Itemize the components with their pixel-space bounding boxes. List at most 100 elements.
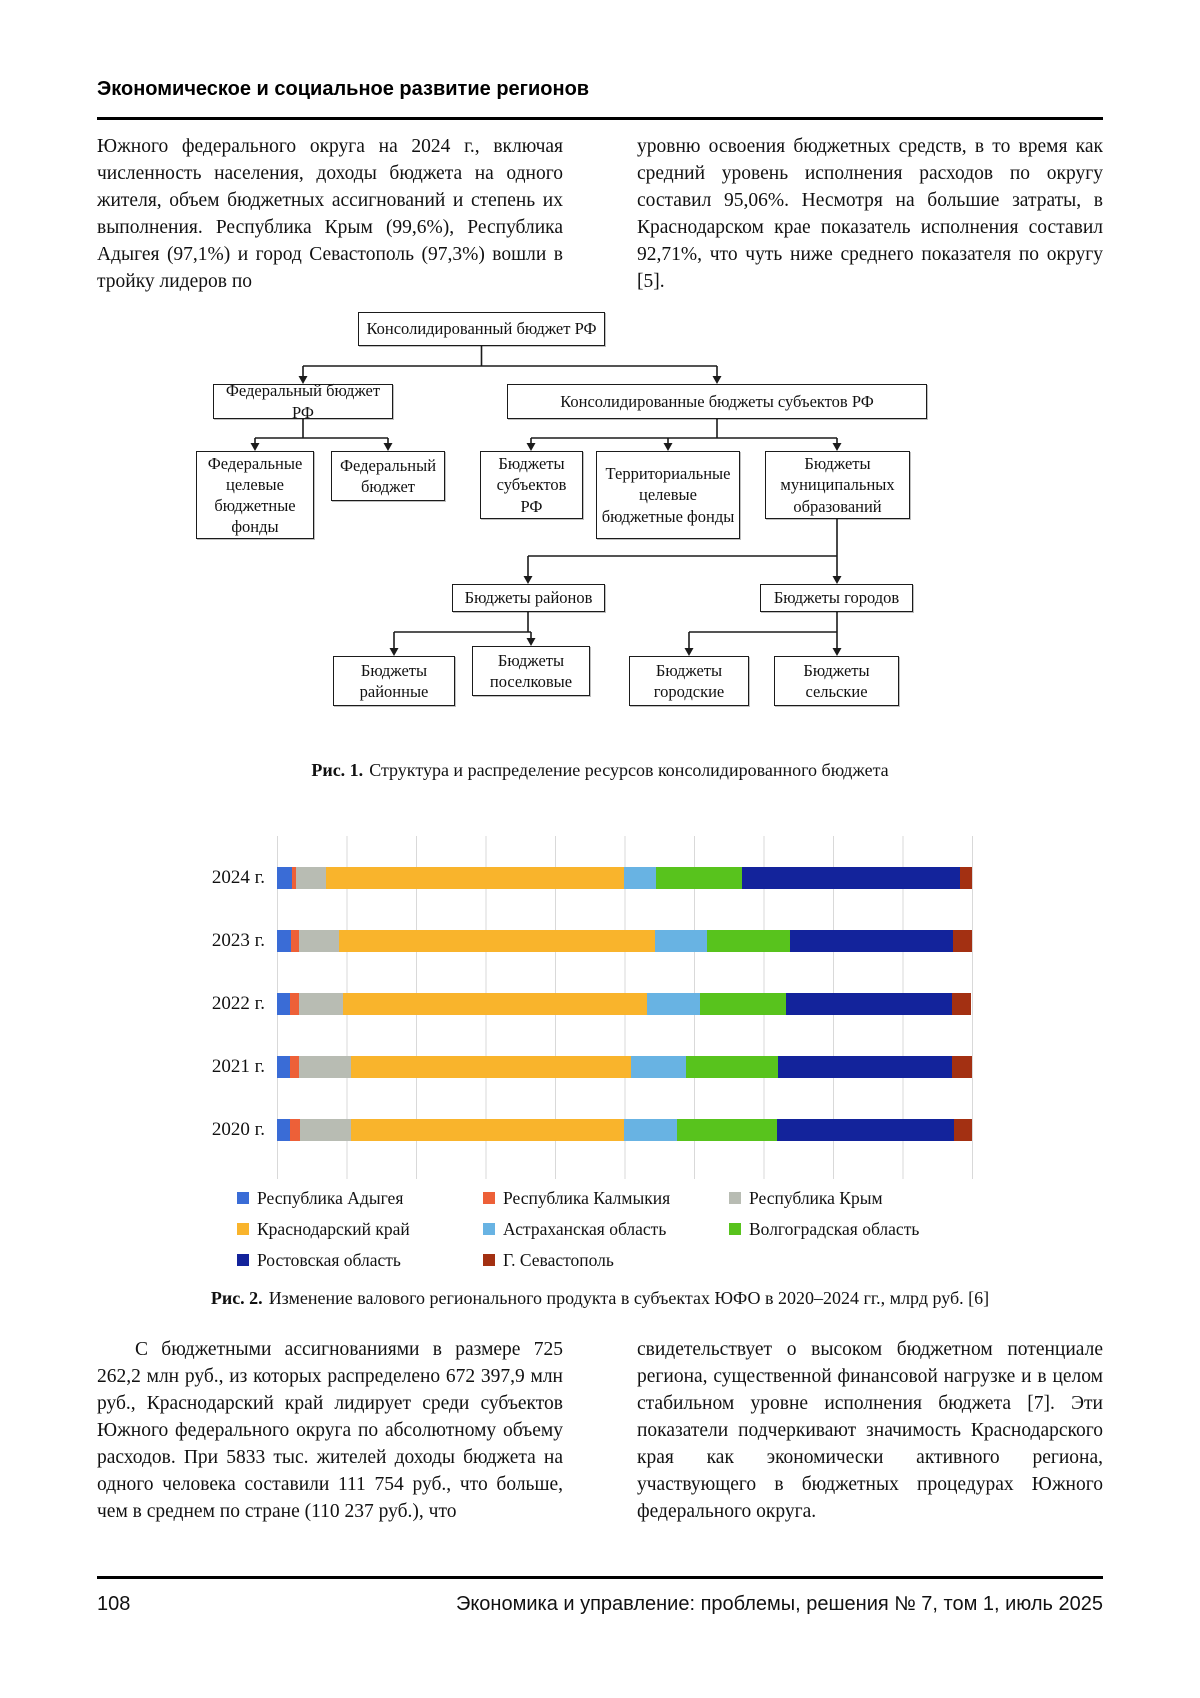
bar-segment	[952, 1055, 972, 1078]
bar-segment	[277, 929, 291, 952]
bar-segment	[953, 1118, 972, 1141]
bar-segment	[655, 866, 742, 889]
flowchart-node-budgets-subjects-rf: Бюджеты субъектов РФ	[480, 451, 583, 519]
chart-plot	[277, 836, 973, 1179]
bar-segment	[343, 992, 647, 1015]
flowchart-node-federal-budget-rf: Федеральный бюджет РФ	[213, 381, 393, 422]
chart-y-axis: 2024 г. 2023 г. 2022 г. 2021 г. 2020 г.	[197, 836, 277, 1179]
flowchart-node-urban-budgets: Бюджеты городские	[629, 656, 749, 706]
figure2-caption: Рис. 2. Изменение валового регионального …	[97, 1286, 1103, 1310]
flowchart-node-raion-budgets: Бюджеты районные	[333, 656, 455, 706]
legend-item: Республика Крым	[729, 1186, 975, 1210]
bar-segment	[741, 866, 961, 889]
legend-item: Астраханская область	[483, 1217, 729, 1241]
flowchart-connectors	[250, 346, 842, 656]
section-title: Экономическое и социальное развитие реги…	[97, 78, 590, 100]
year-label: 2023 г.	[211, 929, 265, 951]
figure2-chart: 2024 г. 2023 г. 2022 г. 2021 г. 2020 г.	[197, 836, 973, 1179]
chart-row	[277, 1098, 972, 1161]
bar-segment	[292, 866, 296, 889]
intro-left-column: Южного федерального округа на 2024 г., в…	[97, 136, 563, 292]
intro-text: Южного федерального округа на 2024 г., в…	[97, 133, 1103, 295]
year-label: 2021 г.	[211, 1055, 265, 1077]
year-label: 2020 г.	[211, 1118, 265, 1140]
bar-track	[277, 992, 972, 1015]
flowchart-node-consolidated-budget-rf: Консолидированный бюджет РФ	[358, 312, 605, 346]
bar-segment	[655, 929, 708, 952]
bar-segment	[299, 1055, 352, 1078]
flowchart-node-federal-budget: Федеральный бюджет	[331, 451, 445, 501]
bar-segment	[295, 866, 326, 889]
legend-label: Г. Севастополь	[503, 1249, 614, 1270]
bar-segment	[290, 929, 299, 952]
bar-segment	[686, 1055, 779, 1078]
bar-track	[277, 929, 972, 952]
legend-item: Г. Севастополь	[483, 1248, 729, 1272]
body-text: С бюджетными ассигнованиями в размере 72…	[97, 1336, 1103, 1525]
legend-label: Астраханская область	[503, 1218, 667, 1239]
bar-segment	[789, 929, 954, 952]
legend-swatch	[237, 1254, 249, 1266]
legend-swatch	[729, 1223, 741, 1235]
flowchart-node-federal-target-funds: Федеральные целевые бюджетные фонды	[196, 451, 314, 539]
bar-segment	[277, 992, 291, 1015]
legend-item: Краснодарский край	[237, 1217, 483, 1241]
legend-label: Ростовская область	[257, 1249, 401, 1270]
intro-right-column: уровню освоения бюджетных средств, в то …	[637, 136, 1103, 292]
bar-segment	[325, 866, 624, 889]
bar-segment	[298, 992, 343, 1015]
chart-row	[277, 846, 972, 909]
legend-swatch	[483, 1223, 495, 1235]
flowchart-node-rural-budgets: Бюджеты сельские	[774, 656, 899, 706]
figure1-flowchart: Консолидированный бюджет РФ Федеральный …	[97, 300, 1103, 712]
figure1-caption-label: Рис. 1.	[311, 760, 364, 780]
legend-swatch	[483, 1192, 495, 1204]
bar-segment	[646, 992, 701, 1015]
bar-segment	[953, 929, 972, 952]
flowchart-node-municipal-budgets: Бюджеты муниципальных образований	[765, 451, 910, 519]
bar-segment	[785, 992, 952, 1015]
bar-segment	[777, 1118, 954, 1141]
chart-row	[277, 1035, 972, 1098]
year-label: 2024 г.	[211, 866, 265, 888]
page-number: 108	[97, 1593, 131, 1615]
flowchart-node-settlement-budgets: Бюджеты поселковые	[472, 646, 590, 696]
journal-title: Экономика и управление: проблемы, решени…	[455, 1593, 1103, 1615]
legend-swatch	[729, 1192, 741, 1204]
legend-swatch	[237, 1192, 249, 1204]
bar-segment	[351, 1055, 631, 1078]
page-footer: 108 Экономика и управление: проблемы, ре…	[97, 1576, 1103, 1616]
flowchart-node-consolidated-budgets-subjects: Консолидированные бюджеты субъектов РФ	[507, 384, 927, 419]
bar-segment	[277, 866, 293, 889]
bar-segment	[676, 1118, 778, 1141]
body-right-column: свидетельствует о высоком бюджетном поте…	[637, 1339, 1103, 1522]
legend-swatch	[237, 1223, 249, 1235]
bar-segment	[277, 1055, 290, 1078]
chart-row	[277, 909, 972, 972]
bar-segment	[299, 1118, 351, 1141]
legend-item: Республика Адыгея	[237, 1186, 483, 1210]
bar-segment	[623, 1118, 677, 1141]
bar-track	[277, 1118, 972, 1141]
bar-segment	[277, 1118, 291, 1141]
figure1-caption-text: Структура и распределение ресурсов консо…	[369, 760, 889, 780]
figure1-caption: Рис. 1. Структура и распределение ресурсо…	[97, 758, 1103, 782]
bar-segment	[290, 992, 299, 1015]
figure2-caption-label: Рис. 2.	[210, 1288, 263, 1308]
legend-label: Республика Калмыкия	[503, 1187, 671, 1208]
legend-item: Республика Калмыкия	[483, 1186, 729, 1210]
bar-segment	[630, 1055, 687, 1078]
legend-item: Ростовская область	[237, 1248, 483, 1272]
bar-segment	[951, 992, 972, 1015]
bar-segment	[289, 1055, 300, 1078]
chart-legend: Республика Адыгея Республика Калмыкия Респ…	[237, 1186, 1037, 1272]
year-label: 2022 г.	[211, 992, 265, 1014]
header-rule	[97, 117, 1103, 120]
bar-segment	[298, 929, 339, 952]
bar-track	[277, 1055, 972, 1078]
bar-track	[277, 866, 972, 889]
body-left-column: С бюджетными ассигнованиями в размере 72…	[97, 1339, 563, 1522]
page-header: Экономическое и социальное развитие реги…	[97, 76, 1103, 120]
bar-segment	[338, 929, 656, 952]
